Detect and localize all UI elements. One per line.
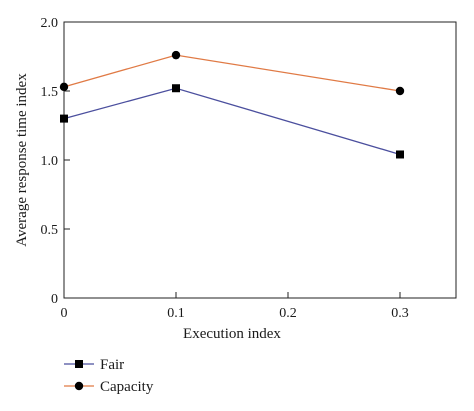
x-tick-label: 0.1 <box>167 306 185 321</box>
legend-label: Capacity <box>100 379 154 395</box>
x-tick-label: 0.3 <box>391 306 409 321</box>
legend-square-marker <box>75 360 83 368</box>
data-point-capacity <box>171 50 181 60</box>
data-point-fair <box>396 150 404 159</box>
x-tick-label: 0 <box>61 306 68 321</box>
legend: Fair Capacity <box>64 357 154 395</box>
series-markers <box>59 50 405 159</box>
x-tick-label: 0.2 <box>279 306 297 321</box>
y-tick-label: 0 <box>51 292 58 307</box>
series-line-capacity <box>63 54 401 92</box>
y-tick-label: 2.0 <box>41 16 59 31</box>
data-point-fair <box>172 84 180 93</box>
data-point-fair <box>60 114 68 123</box>
y-tick-label: 1.0 <box>41 154 59 169</box>
axis-ticks: 0 0.1 0.2 0.3 0 0.5 1.0 1.5 2.0 <box>41 16 409 321</box>
series-line-fair <box>63 87 401 156</box>
y-tick-label: 1.5 <box>41 85 59 100</box>
legend-circle-marker <box>74 381 84 391</box>
legend-item-fair: Fair <box>64 357 124 373</box>
legend-item-capacity: Capacity <box>64 379 154 395</box>
x-axis-label: Execution index <box>183 326 281 342</box>
y-axis-label: Average response time index <box>14 73 30 247</box>
series-lines <box>63 54 401 156</box>
data-point-capacity <box>59 82 69 92</box>
plot-frame <box>63 21 457 299</box>
legend-label: Fair <box>100 357 124 373</box>
y-tick-label: 0.5 <box>41 223 59 238</box>
data-point-capacity <box>395 86 405 96</box>
